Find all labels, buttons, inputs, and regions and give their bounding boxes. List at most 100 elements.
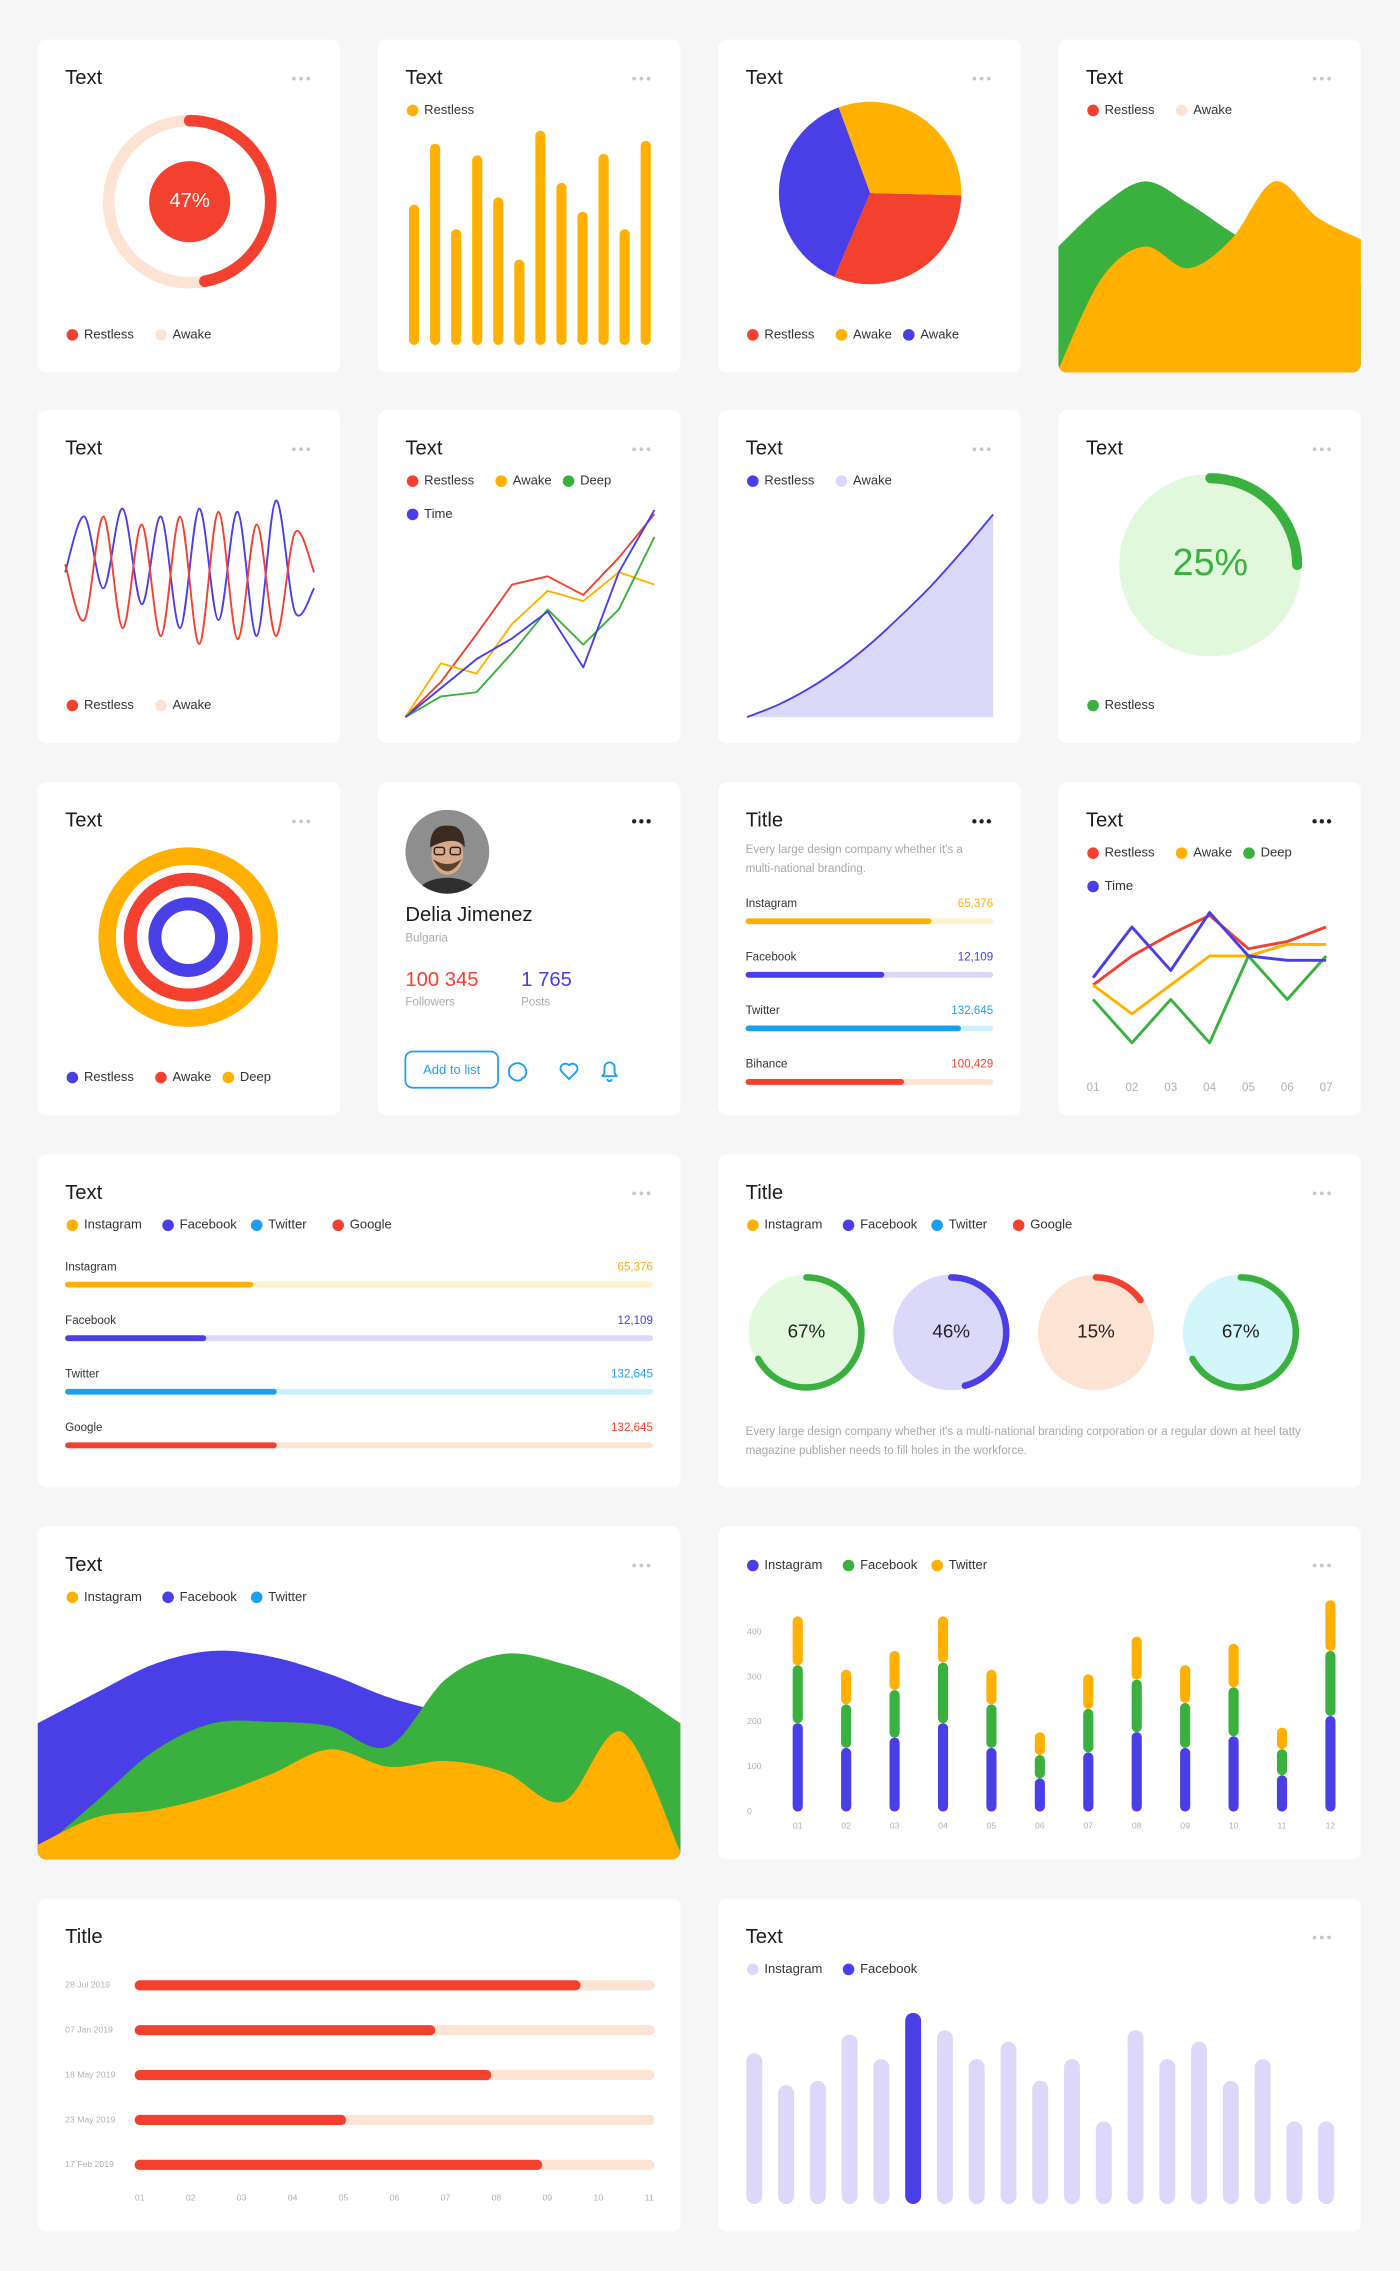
- menu-button[interactable]: [1312, 1563, 1317, 1568]
- legend-swatch: [495, 475, 508, 487]
- menu-button[interactable]: [639, 76, 644, 81]
- progress-fill: [65, 1388, 277, 1395]
- menu-button[interactable]: [646, 1563, 651, 1568]
- card: [377, 410, 681, 744]
- bar-segment: [986, 1747, 997, 1812]
- menu-button[interactable]: [639, 1191, 644, 1196]
- legend-swatch: [66, 329, 79, 341]
- menu-button[interactable]: [979, 76, 984, 81]
- menu-button[interactable]: [299, 76, 304, 81]
- menu-button[interactable]: [299, 819, 304, 824]
- menu-button[interactable]: [299, 447, 304, 452]
- menu-button[interactable]: [972, 819, 977, 824]
- bar-segment: [1034, 1755, 1045, 1779]
- menu-button[interactable]: [1312, 76, 1317, 81]
- radial-arc: [754, 1274, 865, 1391]
- heart-icon[interactable]: [559, 1062, 579, 1080]
- menu-button[interactable]: [639, 447, 644, 452]
- profile-name: Delia Jimenez: [405, 904, 532, 926]
- bar: [640, 140, 651, 346]
- bar: [1127, 2030, 1144, 2204]
- bar: [134, 2070, 492, 2081]
- comment-icon[interactable]: [507, 1062, 533, 1082]
- legend-swatch: [1175, 847, 1188, 859]
- menu-button[interactable]: [979, 447, 984, 452]
- menu-button[interactable]: [639, 1563, 644, 1568]
- bar: [134, 1980, 581, 1991]
- menu-button[interactable]: [632, 1191, 637, 1196]
- menu-button[interactable]: [1327, 1935, 1331, 1940]
- x-tick-label: 01: [793, 1820, 803, 1830]
- menu-button[interactable]: [632, 447, 637, 452]
- bar: [134, 2159, 543, 2170]
- menu-button[interactable]: [306, 819, 311, 824]
- bar: [746, 2053, 763, 2204]
- menu-button[interactable]: [306, 447, 311, 452]
- menu-button[interactable]: [1327, 1191, 1331, 1196]
- menu-button[interactable]: [306, 76, 311, 81]
- card-title: Text: [1086, 67, 1124, 89]
- add-button-label[interactable]: Add to list: [423, 1062, 481, 1077]
- menu-button[interactable]: [1312, 1935, 1317, 1940]
- card-title: Title: [746, 810, 784, 832]
- menu-button[interactable]: [1312, 819, 1317, 824]
- menu-button[interactable]: [972, 447, 977, 452]
- legend-label: Google: [1030, 1217, 1072, 1232]
- menu-button[interactable]: [292, 819, 296, 824]
- bar-segment: [1083, 1752, 1094, 1812]
- area: [1058, 181, 1361, 373]
- menu-button[interactable]: [1319, 819, 1324, 824]
- menu-button[interactable]: [1327, 76, 1331, 81]
- bar-segment: [937, 1723, 949, 1812]
- menu-button[interactable]: [972, 76, 977, 81]
- menu-button[interactable]: [1319, 1563, 1324, 1568]
- menu-button[interactable]: [646, 1191, 651, 1196]
- legend-label: Restless: [84, 697, 134, 712]
- bar: [1191, 2041, 1208, 2204]
- x-tick-label: 10: [594, 2192, 604, 2202]
- menu-button[interactable]: [632, 76, 637, 81]
- menu-button[interactable]: [646, 819, 651, 824]
- menu-button[interactable]: [292, 447, 296, 452]
- bar: [1286, 2121, 1303, 2204]
- menu-button[interactable]: [986, 447, 991, 452]
- menu-button[interactable]: [1319, 447, 1324, 452]
- legend-label: Awake: [853, 473, 892, 488]
- bar: [451, 229, 462, 346]
- legend-swatch: [747, 1963, 759, 1976]
- card: [718, 1526, 1361, 1860]
- menu-button[interactable]: [1319, 76, 1324, 81]
- bell-icon[interactable]: [601, 1061, 618, 1083]
- bar: [535, 130, 546, 346]
- legend-label: Google: [350, 1217, 392, 1232]
- bar-segment: [1325, 1600, 1336, 1651]
- stat-value: 100 345: [405, 969, 478, 991]
- menu-button[interactable]: [1319, 1191, 1324, 1196]
- menu-button[interactable]: [646, 76, 651, 81]
- menu-button[interactable]: [986, 76, 991, 81]
- card: [377, 39, 681, 373]
- menu-button[interactable]: [1327, 447, 1331, 452]
- menu-button[interactable]: [986, 819, 992, 824]
- menu-button[interactable]: [1312, 1191, 1317, 1196]
- menu-button[interactable]: [646, 447, 651, 452]
- y-tick-label: 200: [747, 1716, 762, 1726]
- legend-swatch: [155, 1071, 167, 1084]
- menu-button[interactable]: [639, 819, 644, 824]
- radial-arc: [947, 1274, 1010, 1389]
- menu-button[interactable]: [1327, 1563, 1331, 1568]
- menu-button[interactable]: [979, 819, 984, 824]
- menu-button[interactable]: [1319, 1935, 1324, 1940]
- menu-button[interactable]: [631, 819, 637, 824]
- x-tick-label: 10: [1229, 1820, 1239, 1830]
- x-tick-label: 02: [1125, 1082, 1138, 1094]
- menu-button[interactable]: [1326, 819, 1332, 824]
- menu-button[interactable]: [632, 1563, 637, 1568]
- bar-segment: [841, 1669, 852, 1705]
- menu-button[interactable]: [1312, 447, 1317, 452]
- y-tick-label: 300: [747, 1671, 762, 1681]
- menu-button[interactable]: [292, 76, 296, 81]
- ring: [123, 872, 253, 1002]
- row-label: 28 Jul 2019: [65, 1980, 110, 1990]
- add-button[interactable]: [404, 1050, 499, 1089]
